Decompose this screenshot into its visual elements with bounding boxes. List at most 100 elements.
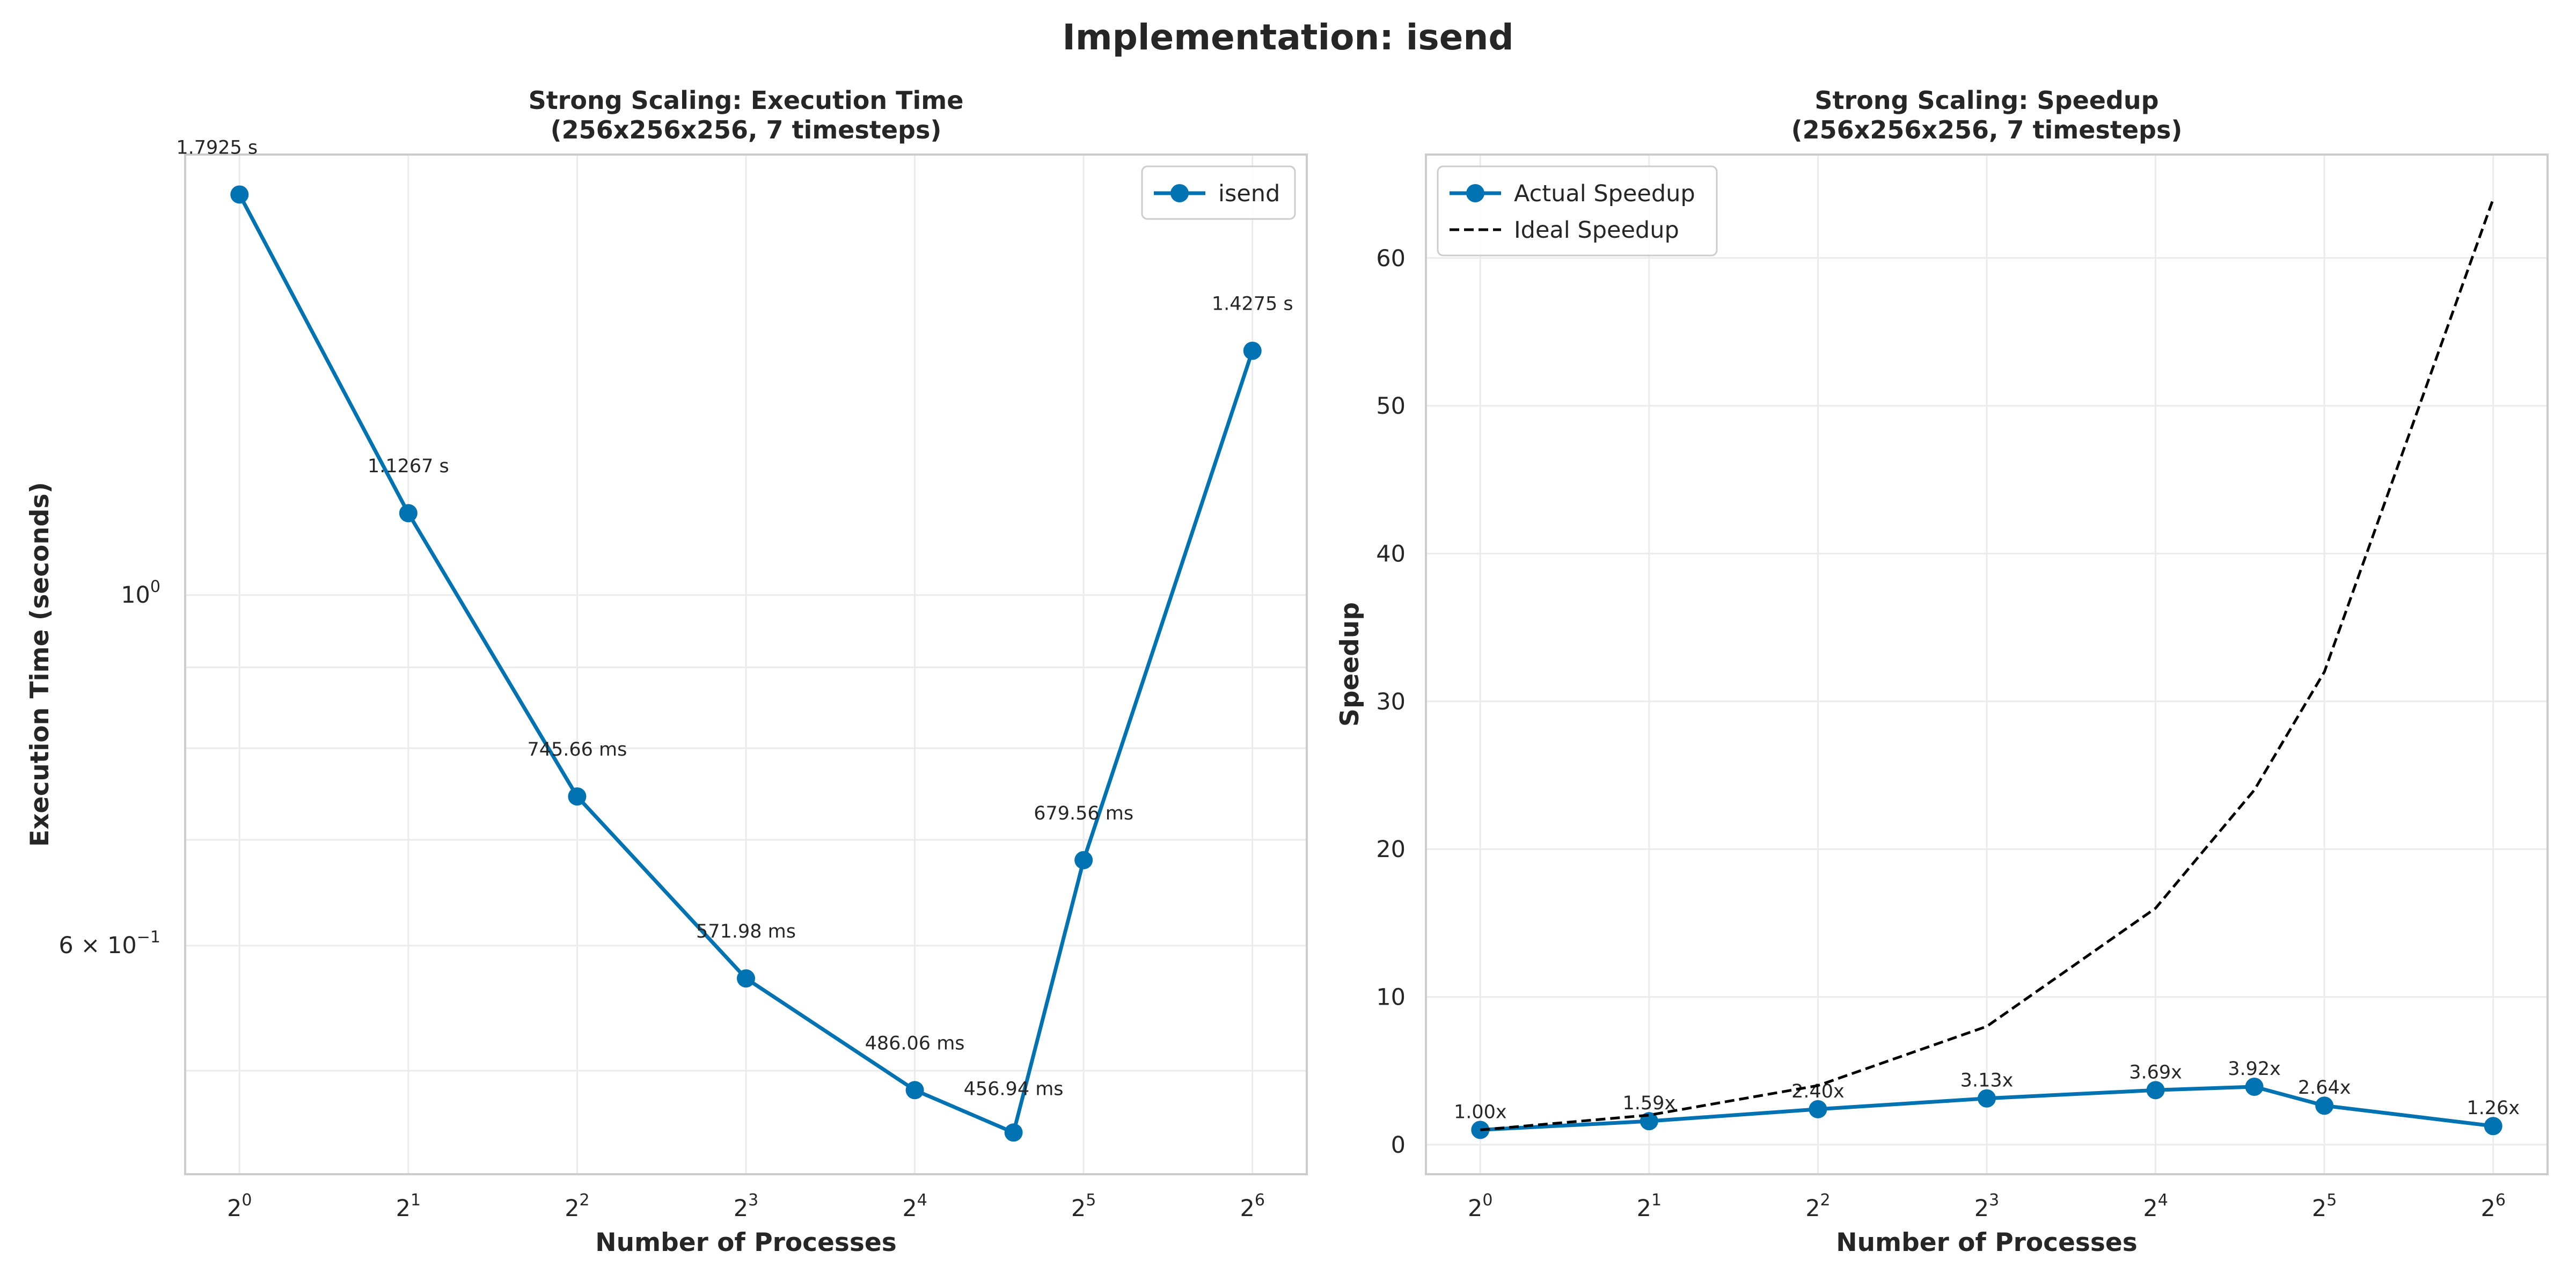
gridlines [185, 155, 1307, 1174]
x-tick-label: 24 [902, 1191, 927, 1222]
x-tick-base: 2 [1071, 1195, 1086, 1222]
legend-marker [1170, 184, 1189, 202]
x-tick-exponent: 1 [1651, 1191, 1662, 1210]
panel-title-line: (256x256x256, 7 timesteps) [551, 115, 942, 144]
x-tick-exponent: 3 [748, 1191, 758, 1210]
legend: isend [1141, 165, 1296, 220]
data-label: 1.1267 s [368, 456, 449, 477]
y-tick-label: 10 [1376, 984, 1406, 1011]
data-point [230, 185, 249, 204]
y-tick-label: 30 [1376, 689, 1406, 715]
x-tick-label: 24 [2143, 1191, 2168, 1222]
y-tick-exponent: 0 [150, 577, 160, 596]
legend-box [1437, 165, 1718, 257]
x-tick-exponent: 0 [241, 1191, 252, 1210]
panel-title-line: Strong Scaling: Speedup [1814, 86, 2158, 115]
y-tick-label: 50 [1376, 393, 1406, 420]
y-tick-label: 20 [1376, 836, 1406, 863]
x-tick-base: 2 [396, 1195, 411, 1222]
data-point [1809, 1100, 1827, 1118]
panel-title: Strong Scaling: Execution Time (256x256x2… [529, 86, 964, 144]
x-axis-label: Number of Processes [1836, 1228, 2137, 1257]
x-tick-exponent: 4 [917, 1191, 927, 1210]
x-tick-base: 2 [565, 1195, 579, 1222]
series-line [238, 193, 1255, 1136]
data-point [1243, 341, 1262, 360]
x-tick-exponent: 5 [1086, 1191, 1096, 1210]
x-tick-label: 23 [1974, 1191, 1999, 1222]
x-tick-label: 25 [1071, 1191, 1096, 1222]
data-label: 3.13x [1960, 1070, 2014, 1092]
x-tick-label: 22 [1805, 1191, 1830, 1222]
x-tick-exponent: 0 [1482, 1191, 1492, 1210]
x-tick-exponent: 5 [2326, 1191, 2337, 1210]
y-tick-label: 40 [1376, 540, 1406, 567]
data-label: 486.06 ms [865, 1033, 965, 1054]
x-tick-exponent: 1 [411, 1191, 421, 1210]
legend-box [1141, 165, 1296, 220]
data-point [2315, 1096, 2334, 1115]
data-point [1074, 851, 1093, 869]
y-tick-label: 0 [1391, 1132, 1406, 1159]
data-label: 745.66 ms [527, 739, 627, 760]
legend-label: Actual Speedup [1514, 180, 1695, 207]
y-axis-label: Speedup [1335, 602, 1365, 727]
data-point [2245, 1077, 2264, 1096]
series-line [1480, 1085, 2494, 1132]
data-label: 1.4275 s [1212, 294, 1293, 315]
series-line [1480, 198, 2495, 1131]
panel-title-line: (256x256x256, 7 timesteps) [1791, 115, 2183, 144]
data-point [2146, 1081, 2165, 1100]
data-point [399, 504, 418, 523]
data-point [1471, 1121, 1490, 1139]
y-tick-exponent: −1 [137, 928, 160, 947]
data-label: 1.26x [2467, 1097, 2520, 1119]
x-tick-base: 2 [1240, 1195, 1255, 1222]
data-point [568, 787, 587, 806]
x-tick-base: 2 [1468, 1195, 1482, 1222]
x-tick-base: 2 [2312, 1195, 2326, 1222]
data-label: 1.00x [1454, 1101, 1507, 1123]
x-tick-label: 26 [2481, 1191, 2506, 1222]
x-axis-label: Number of Processes [595, 1228, 896, 1257]
data-label: 571.98 ms [696, 921, 796, 942]
x-tick-exponent: 6 [2496, 1191, 2506, 1210]
x-tick-exponent: 4 [2158, 1191, 2168, 1210]
x-tick-exponent: 3 [1989, 1191, 1999, 1210]
data-label: 456.94 ms [964, 1078, 1064, 1100]
panel-title-line: Strong Scaling: Execution Time [529, 86, 964, 115]
x-tick-label: 21 [396, 1191, 421, 1222]
data-label: 2.40x [1791, 1081, 1845, 1102]
plot-frame [184, 153, 1308, 1175]
legend-marker [1466, 184, 1484, 202]
x-tick-exponent: 2 [1820, 1191, 1831, 1210]
x-tick-label: 21 [1637, 1191, 1662, 1222]
panel-title: Strong Scaling: Speedup (256x256x256, 7 t… [1791, 86, 2183, 144]
x-tick-base: 2 [1637, 1195, 1651, 1222]
x-tick-base: 2 [1805, 1195, 1820, 1222]
speedup-panel: Strong Scaling: Speedup (256x256x256, 7 t… [1335, 86, 2549, 1257]
data-point [2484, 1117, 2502, 1136]
x-tick-base: 2 [2481, 1195, 2496, 1222]
legend: Actual Speedup Ideal Speedup [1437, 165, 1718, 257]
legend-label: Ideal Speedup [1514, 217, 1679, 244]
execution-time-panel: Strong Scaling: Execution Time (256x256x2… [25, 86, 1308, 1257]
plot-frame [1425, 153, 2549, 1175]
data-label: 679.56 ms [1034, 803, 1133, 824]
x-tick-base: 2 [1974, 1195, 1989, 1222]
series-1: 1.7925 s 1.1267 s 745.66 ms 571.98 ms 486.06… [176, 137, 1293, 1142]
x-tick-base: 2 [2143, 1195, 2157, 1222]
x-tick-label: 23 [734, 1191, 758, 1222]
series-2 [1480, 198, 2495, 1131]
x-tick-label: 25 [2312, 1191, 2337, 1222]
data-point [1004, 1123, 1023, 1142]
data-label: 1.7925 s [176, 137, 258, 158]
y-axis-label: Execution Time (seconds) [25, 482, 55, 847]
x-tick-label: 20 [227, 1191, 252, 1222]
x-tick-base: 2 [902, 1195, 917, 1222]
x-tick-label: 22 [565, 1191, 589, 1222]
x-tick-base: 2 [734, 1195, 748, 1222]
data-label: 1.59x [1623, 1093, 1676, 1114]
gridlines [1426, 155, 2548, 1174]
